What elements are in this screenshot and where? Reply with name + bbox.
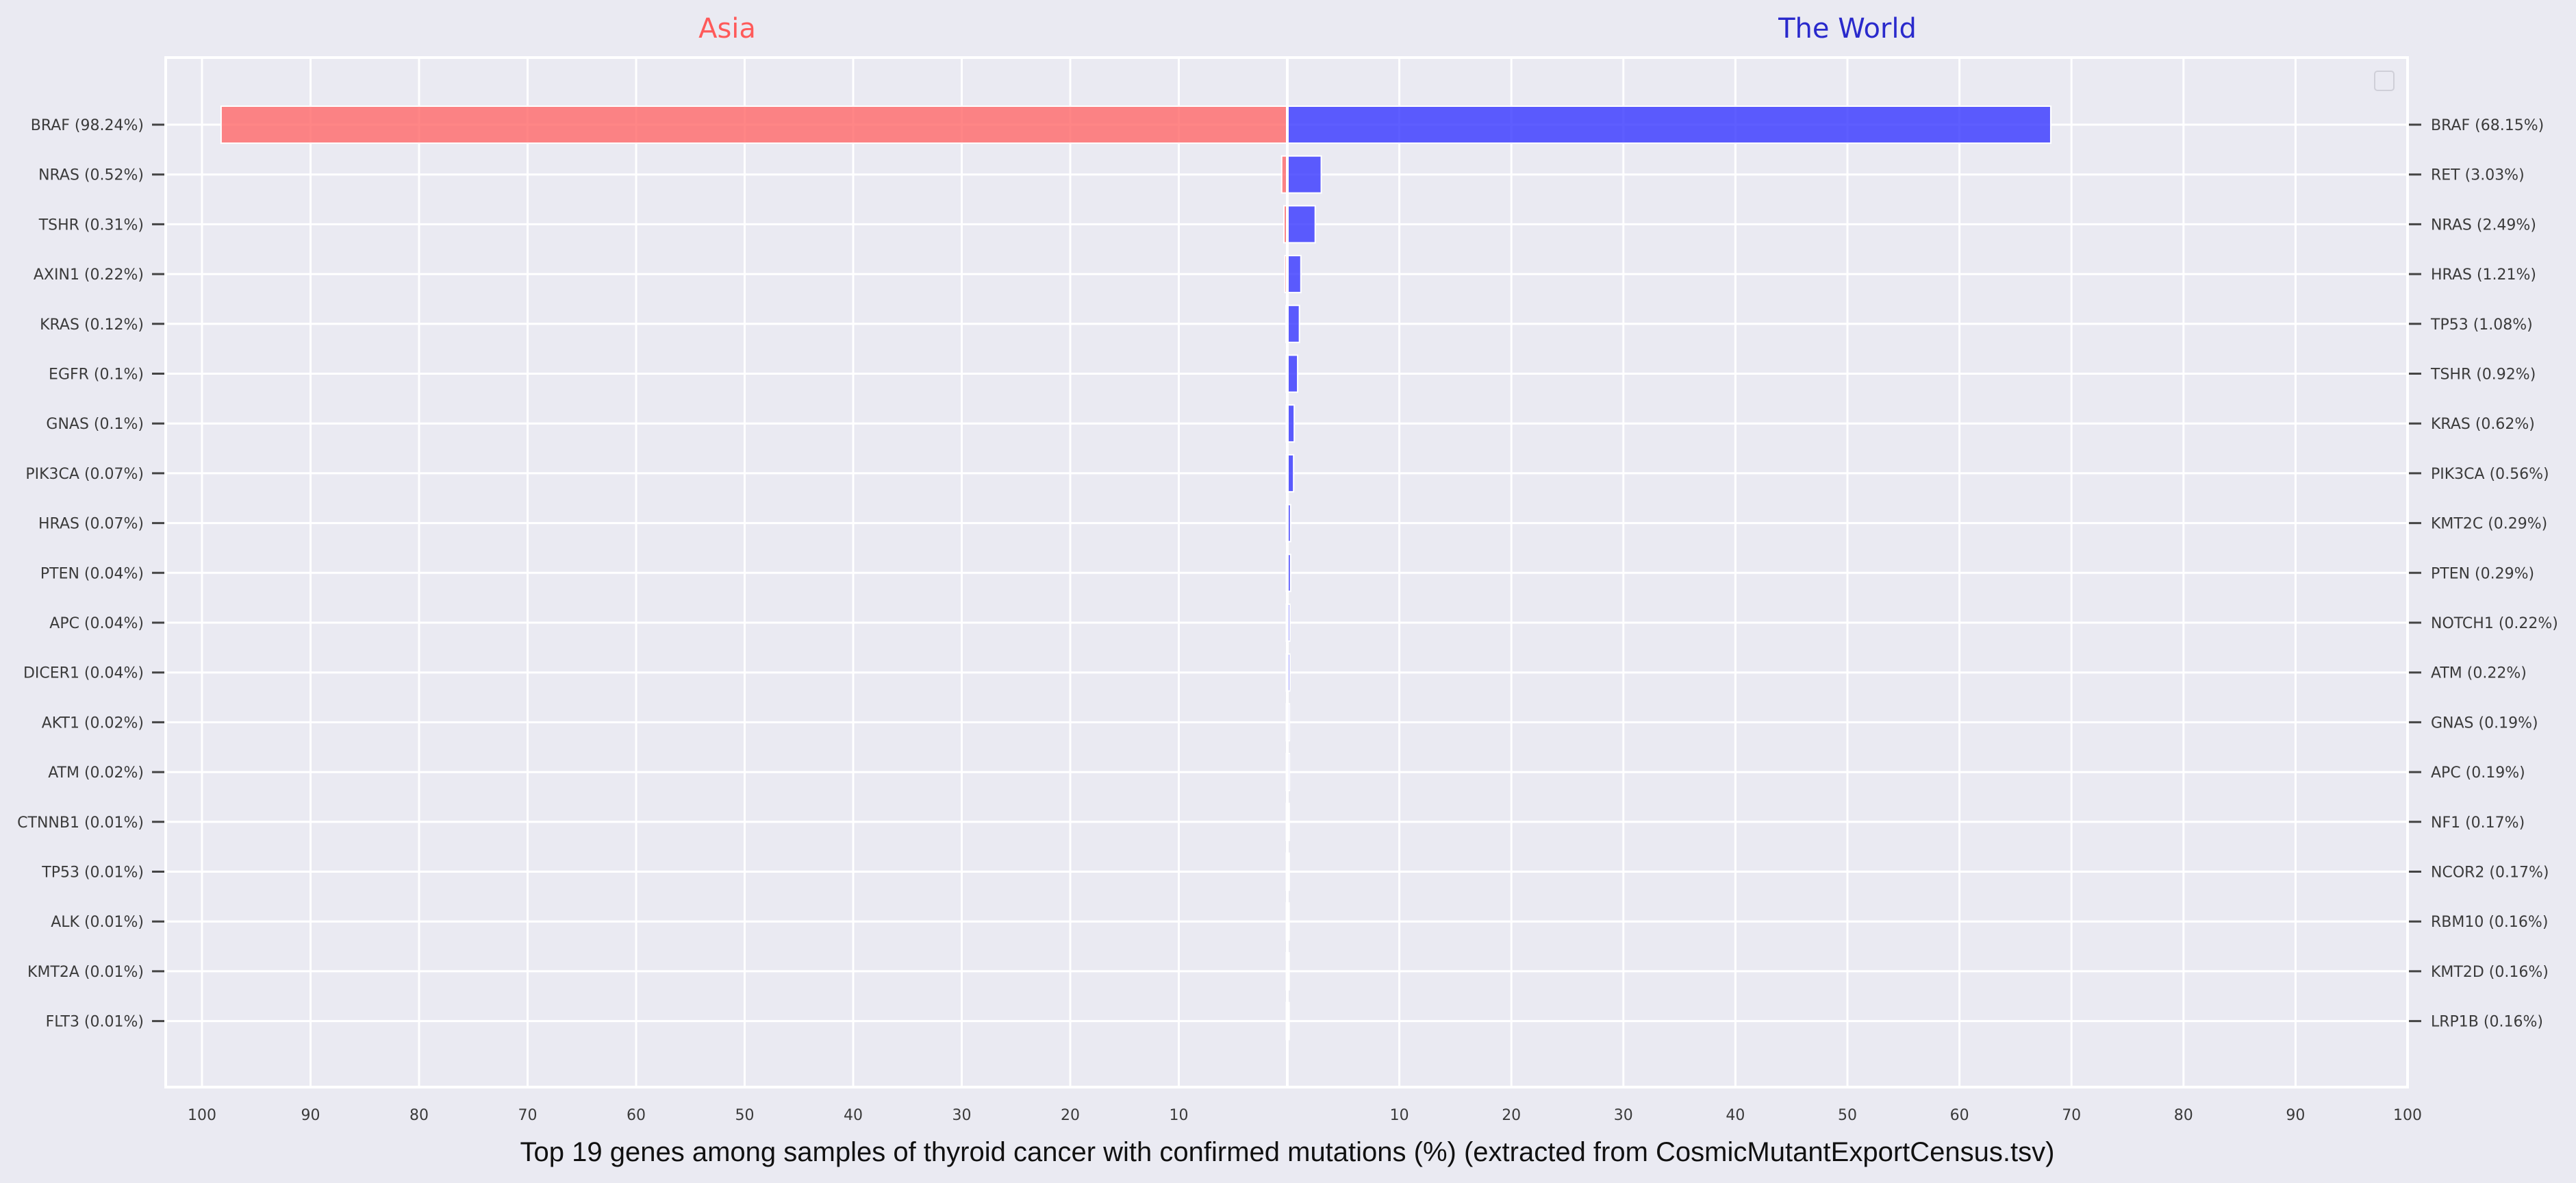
x-tick-label-left: 20 [1061,1107,1080,1124]
category-label-asia: NRAS (0.52%) [38,167,144,184]
category-label-asia: EGFR (0.1%) [49,366,144,384]
category-label-world: NF1 (0.17%) [2431,814,2525,832]
x-tick-label-right: 40 [1726,1107,1745,1124]
category-label-asia: TP53 (0.01%) [41,864,144,882]
category-labels: BRAF (98.24%) BRAF (68.15%) NRAS (0.52%) RE… [17,117,2558,1031]
x-tick-label-right: 70 [2062,1107,2081,1124]
bar-world [1287,304,1300,343]
right-series-title: The World [1778,13,1917,45]
category-label-asia: KMT2A (0.01%) [27,964,144,981]
category-label-world: RBM10 (0.16%) [2431,914,2548,931]
x-tick-label-right: 20 [1502,1107,1521,1124]
category-label-world: TSHR (0.92%) [2430,366,2536,384]
category-label-asia: AXIN1 (0.22%) [34,266,144,284]
x-tick-label-left: 60 [627,1107,646,1124]
category-label-asia: BRAF (98.24%) [31,117,144,134]
bar-asia [220,105,1288,144]
x-tick-label-right: 30 [1614,1107,1633,1124]
category-label-world: BRAF (68.15%) [2431,117,2544,134]
category-label-world: HRAS (1.21%) [2431,266,2536,284]
category-label-asia: PIK3CA (0.07%) [25,466,144,483]
category-label-asia: HRAS (0.07%) [38,516,144,533]
x-tick-label-left: 90 [301,1107,320,1124]
bar-world [1287,205,1316,244]
x-tick-label-right: 60 [1950,1107,1969,1124]
category-label-asia: FLT3 (0.01%) [46,1014,144,1031]
category-label-world: TP53 (1.08%) [2430,316,2533,334]
bar-world [1287,155,1322,194]
category-label-asia: ATM (0.02%) [48,764,144,782]
category-label-world: ATM (0.22%) [2431,665,2527,682]
x-tick-label-left: 80 [409,1107,429,1124]
x-tick-label-right: 100 [2393,1107,2422,1124]
bar-world [1287,354,1299,393]
x-tick-label-left: 100 [188,1107,216,1124]
category-label-asia: AKT1 (0.02%) [42,714,144,732]
x-tick-label-left: 50 [735,1107,755,1124]
x-tick-label-left: 40 [844,1107,863,1124]
bar-world [1287,105,2051,144]
category-label-world: GNAS (0.19%) [2431,714,2538,732]
category-label-world: KMT2D (0.16%) [2431,964,2549,981]
category-label-asia: APC (0.04%) [49,615,144,632]
category-label-asia: GNAS (0.1%) [46,416,144,433]
category-label-asia: TSHR (0.31%) [38,216,144,234]
category-label-asia: KRAS (0.12%) [40,316,144,334]
category-label-asia: DICER1 (0.04%) [23,665,144,682]
left-series-title: Asia [698,13,756,45]
bar-world [1287,255,1302,294]
x-tick-label-left: 10 [1170,1107,1189,1124]
category-label-asia: PTEN (0.04%) [40,565,144,582]
category-label-world: APC (0.19%) [2431,764,2525,782]
category-label-world: PTEN (0.29%) [2431,565,2534,582]
x-tick-label-right: 10 [1390,1107,1409,1124]
category-label-world: NCOR2 (0.17%) [2431,864,2549,882]
x-axis-label: Top 19 genes among samples of thyroid ca… [520,1137,2055,1167]
x-tick-label-left: 70 [518,1107,538,1124]
legend-box [2374,71,2395,91]
category-label-asia: ALK (0.01%) [51,914,144,931]
category-label-world: KRAS (0.62%) [2431,416,2535,433]
category-label-world: LRP1B (0.16%) [2431,1014,2543,1031]
x-tick-label-right: 90 [2286,1107,2305,1124]
category-label-world: NOTCH1 (0.22%) [2431,615,2558,632]
category-label-world: KMT2C (0.29%) [2431,516,2547,533]
category-label-asia: CTNNB1 (0.01%) [17,814,144,832]
category-label-world: PIK3CA (0.56%) [2431,466,2549,483]
x-tick-label-right: 50 [1838,1107,1857,1124]
x-tick-label-right: 80 [2174,1107,2193,1124]
category-label-world: RET (3.03%) [2431,167,2525,184]
category-label-world: NRAS (2.49%) [2431,216,2536,234]
x-tick-labels: 10 10 20 20 30 30 40 40 50 50 60 60 70 70 80 80 90 90 100 1… [188,1107,2422,1124]
x-tick-label-left: 30 [952,1107,972,1124]
